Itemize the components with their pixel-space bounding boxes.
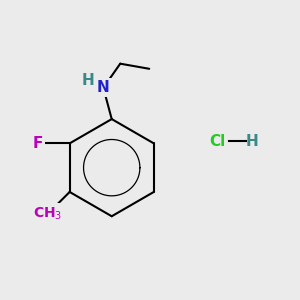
Text: H: H <box>245 134 258 149</box>
Text: CH$_3$: CH$_3$ <box>33 206 63 222</box>
Text: H: H <box>82 73 94 88</box>
Text: F: F <box>33 136 43 151</box>
Text: N: N <box>97 80 110 95</box>
Text: Cl: Cl <box>210 134 226 149</box>
